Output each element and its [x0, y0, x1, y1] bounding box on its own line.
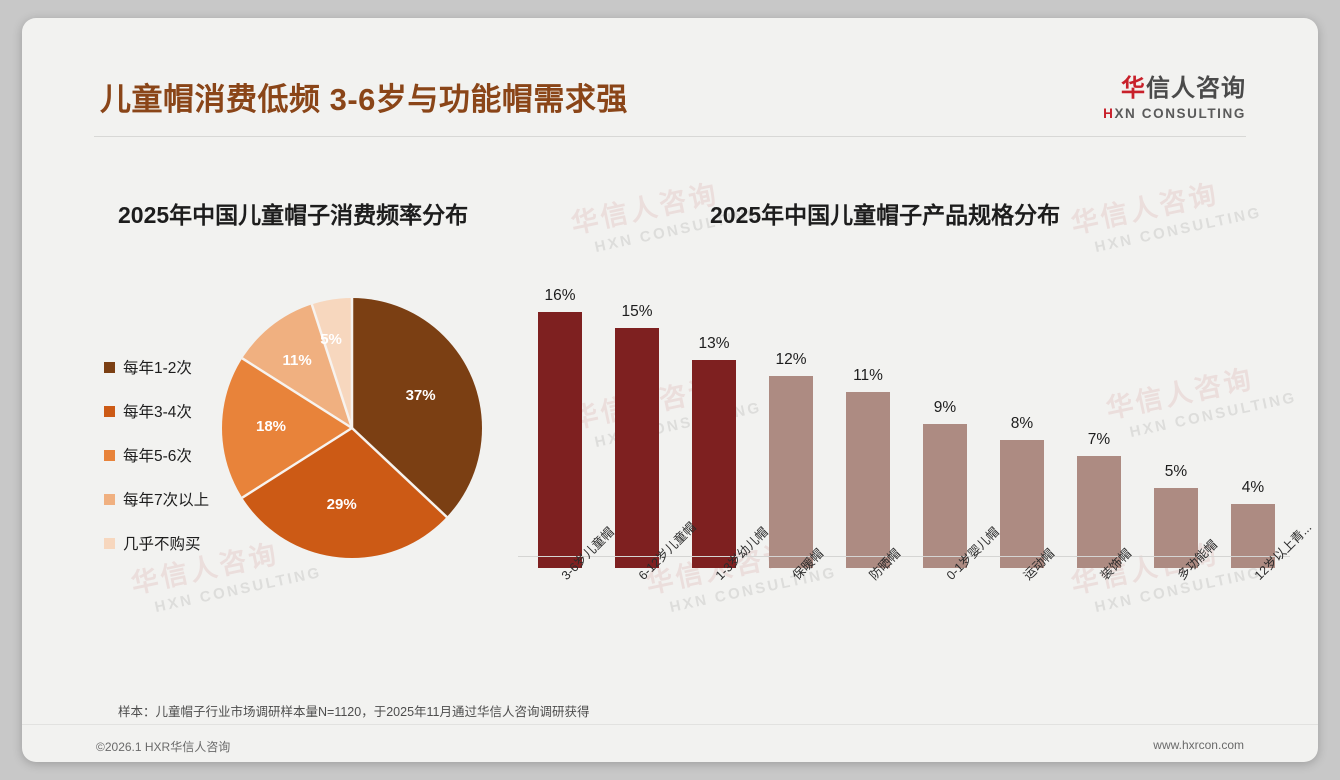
legend-label: 几乎不购买 [123, 536, 201, 553]
legend-color-swatch [104, 405, 115, 417]
bar-value-label: 7% [1087, 431, 1111, 448]
bar-value-label: 4% [1241, 479, 1265, 496]
bar-rect [1077, 456, 1121, 568]
bar-value-label: 11% [853, 367, 883, 384]
watermark-en: HXN CONSULTING [1093, 203, 1264, 256]
pie-slice-value: 18% [256, 418, 287, 435]
bar-column[interactable]: 15% [615, 280, 659, 568]
bar-chart-plot: 16% 15% 13% 12% 11% 9% 8% 7% 5% 4% [518, 268, 1298, 568]
pie-chart-title: 2025年中国儿童帽子消费频率分布 [118, 202, 469, 228]
bar-rect [1000, 440, 1044, 568]
bar-rect [846, 392, 890, 568]
bar-column[interactable]: 5% [1154, 280, 1198, 568]
pie-legend: 每年1-2次 每年3-4次 每年5-6次每年7次以上 几乎不购买 [104, 356, 209, 576]
bar-value-label: 8% [1010, 415, 1034, 432]
bar-value-label: 12% [775, 351, 807, 368]
pie-slice-value: 37% [405, 387, 436, 405]
bar-chart-title: 2025年中国儿童帽子产品规格分布 [710, 202, 1061, 228]
footer-copyright: ©2026.1 HXR华信人咨询 [96, 740, 231, 754]
pie-slice-value: 5% [320, 331, 342, 349]
slide-canvas: 儿童帽消费低频 3-6岁与功能帽需求强 华信人咨询 HXN CONSULTING… [22, 18, 1318, 762]
pie-legend-item[interactable]: 每年7次以上 [104, 488, 209, 510]
logo-en-rest: XN CONSULTING [1114, 106, 1246, 121]
bar-rect [538, 312, 582, 568]
pie-legend-item[interactable]: 每年3-4次 [104, 400, 209, 422]
logo-en-red-char: H [1103, 106, 1115, 121]
legend-color-swatch [104, 449, 115, 461]
footer-website: www.hxrcon.com [1153, 738, 1244, 752]
pie-legend-item[interactable]: 每年5-6次 [104, 444, 209, 466]
bar-column[interactable]: 13% [692, 280, 736, 568]
bar-column[interactable]: 12% [769, 280, 813, 568]
bar-column[interactable]: 7% [1077, 280, 1121, 568]
bar-rect [1154, 488, 1198, 568]
bar-value-label: 13% [698, 335, 730, 352]
legend-label: 每年5-6次 [123, 448, 192, 465]
bar-value-label: 16% [544, 287, 576, 304]
pie-slice-value: 11% [282, 351, 312, 369]
legend-color-swatch [104, 537, 115, 549]
header-divider [94, 136, 1246, 137]
company-logo: 华信人咨询 HXN CONSULTING [1103, 68, 1246, 121]
bar-rect [615, 328, 659, 568]
bar-column[interactable]: 8% [1000, 280, 1044, 568]
bar-value-label: 5% [1164, 463, 1188, 480]
pie-legend-item[interactable]: 每年1-2次 [104, 356, 209, 378]
slide-footer: ©2026.1 HXR华信人咨询 www.hxrcon.com [22, 724, 1318, 762]
legend-label: 每年3-4次 [123, 404, 192, 421]
legend-label: 每年7次以上 [123, 492, 210, 509]
bar-value-label: 15% [621, 303, 653, 320]
legend-label: 每年1-2次 [123, 360, 192, 377]
pie-legend-item[interactable]: 几乎不购买 [104, 532, 209, 554]
logo-chinese-text: 华信人咨询 [1103, 68, 1246, 103]
bar-rect [923, 424, 967, 568]
bar-column[interactable]: 11% [846, 280, 890, 568]
legend-color-swatch [104, 493, 115, 505]
bar-column[interactable]: 4% [1231, 280, 1275, 568]
bar-column[interactable]: 16% [538, 280, 582, 568]
logo-english-text: HXN CONSULTING [1103, 106, 1246, 121]
bar-rect [769, 376, 813, 568]
bar-value-label: 9% [933, 399, 957, 416]
bar-column[interactable]: 9% [923, 280, 967, 568]
watermark-cn: 华信人咨询 [1068, 178, 1222, 240]
pie-slice-value: 29% [326, 495, 357, 513]
legend-color-swatch [104, 361, 115, 373]
page-title: 儿童帽消费低频 3-6岁与功能帽需求强 [100, 82, 628, 117]
logo-cn-rest: 信人咨询 [1146, 75, 1246, 102]
watermark-en: HXN CONSULTING [668, 563, 839, 616]
bar-rect [1231, 504, 1275, 568]
slide-header: 儿童帽消费低频 3-6岁与功能帽需求强 华信人咨询 HXN CONSULTING [22, 18, 1318, 137]
source-footnote: 样本：儿童帽子行业市场调研样本量N=1120，于2025年11月通过华信人咨询调… [118, 705, 590, 719]
bar-chart-axis-line [518, 556, 1290, 557]
logo-cn-red-char: 华 [1121, 75, 1146, 102]
bar-rect [692, 360, 736, 568]
pie-chart: 每年1-2次 每年3-4次 每年5-6次每年7次以上 几乎不购买 37% 29% 18% 1… [92, 258, 522, 598]
